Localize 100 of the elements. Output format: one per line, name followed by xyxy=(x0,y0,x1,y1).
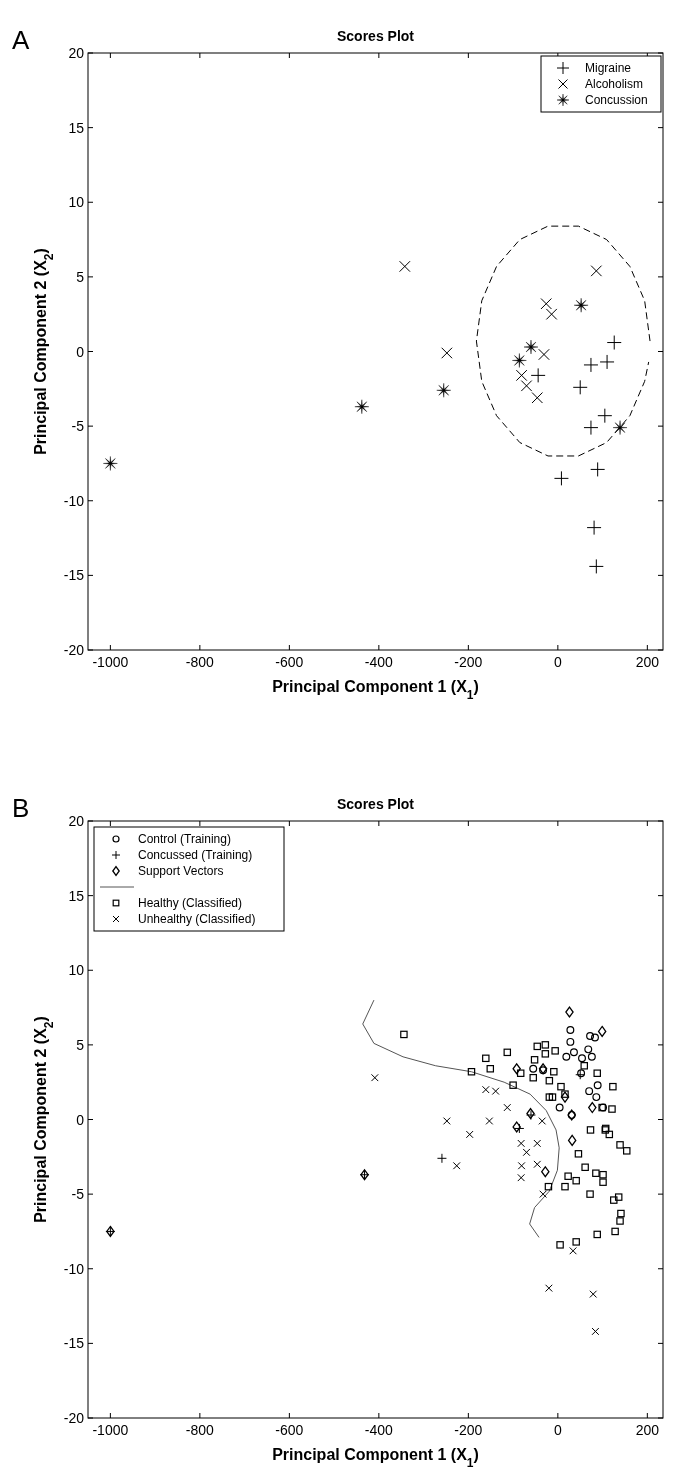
point xyxy=(550,1067,558,1076)
point xyxy=(103,456,118,471)
y-tick-label: -10 xyxy=(63,1260,85,1277)
y-tick-label: -10 xyxy=(63,492,85,509)
legend-label: Control (Training) xyxy=(138,832,231,846)
point xyxy=(515,369,528,382)
point xyxy=(583,420,599,436)
point xyxy=(491,1087,500,1096)
point xyxy=(541,1166,550,1178)
x-axis-title: Principal Component 1 (X$_{1}$) xyxy=(272,678,479,702)
y-tick-label: -5 xyxy=(71,418,85,435)
point xyxy=(436,383,451,398)
point xyxy=(530,1056,539,1064)
text: B xyxy=(12,793,30,823)
point xyxy=(572,379,588,395)
point xyxy=(517,1161,526,1170)
point xyxy=(616,1141,624,1149)
chart-title: Scores Plot xyxy=(336,28,415,44)
y-tick-label: 20 xyxy=(68,813,85,829)
legend-label: Alcoholism xyxy=(585,77,644,91)
y-tick-label: 0 xyxy=(76,343,85,360)
point xyxy=(608,1105,616,1113)
point xyxy=(509,1081,517,1089)
point xyxy=(597,408,613,424)
point xyxy=(592,1169,600,1177)
point xyxy=(540,297,552,310)
x-tick-label: 200 xyxy=(635,654,660,670)
point xyxy=(541,1041,550,1049)
point xyxy=(590,461,606,477)
point xyxy=(566,1025,575,1034)
point xyxy=(436,1153,447,1164)
y-tick-label: -20 xyxy=(63,1410,85,1426)
point xyxy=(557,1082,565,1091)
y-tick-label: 15 xyxy=(68,119,85,136)
line-series xyxy=(362,999,560,1238)
point xyxy=(541,1050,550,1058)
point xyxy=(573,298,589,313)
y-tick-label: 5 xyxy=(76,268,85,285)
point xyxy=(538,348,550,361)
point xyxy=(467,1067,476,1076)
point xyxy=(529,1064,538,1073)
legend-label: Migraine xyxy=(585,61,632,75)
point xyxy=(592,1093,601,1102)
point xyxy=(583,357,599,373)
point xyxy=(590,265,603,277)
point xyxy=(354,399,370,414)
text: A xyxy=(12,25,30,55)
point xyxy=(551,1047,559,1055)
point xyxy=(516,1069,525,1077)
point xyxy=(586,1126,595,1134)
point xyxy=(545,308,558,320)
y-tick-label: 10 xyxy=(68,194,85,211)
point xyxy=(545,1093,554,1101)
point xyxy=(588,558,604,574)
point xyxy=(564,1172,572,1180)
point xyxy=(531,392,544,404)
point xyxy=(611,1227,619,1236)
legend-label: Unhealthy (Classified) xyxy=(138,912,256,926)
point xyxy=(512,1063,521,1075)
point xyxy=(585,1087,594,1096)
point xyxy=(581,1163,589,1172)
point xyxy=(512,1121,521,1133)
point xyxy=(599,354,615,370)
point xyxy=(584,1045,593,1054)
legend-label: Concussion xyxy=(585,93,648,107)
x-axis-title: Principal Component 1 (X$_{1}$) xyxy=(272,1446,479,1470)
x-tick-label: -1000 xyxy=(92,654,129,670)
x-tick-label: -1000 xyxy=(92,1422,129,1438)
point xyxy=(593,1230,601,1239)
point xyxy=(520,380,533,392)
x-tick-label: -600 xyxy=(275,654,304,670)
point xyxy=(599,1170,607,1179)
point xyxy=(617,1209,625,1218)
y-tick-label: -15 xyxy=(63,1335,85,1352)
y-tick-label: 20 xyxy=(68,45,85,61)
point xyxy=(400,1030,408,1039)
x-tick-label: -200 xyxy=(454,654,483,670)
point xyxy=(580,1062,588,1070)
point xyxy=(555,1103,564,1112)
x-tick-label: 0 xyxy=(553,654,562,670)
x-tick-label: -600 xyxy=(275,1422,304,1438)
point xyxy=(567,1134,577,1146)
point xyxy=(574,1150,583,1158)
y-tick-label: -20 xyxy=(63,642,85,658)
point xyxy=(610,1196,618,1204)
point xyxy=(561,1182,569,1191)
point xyxy=(578,1054,586,1063)
y-tick-label: 10 xyxy=(68,962,85,979)
x-tick-label: -400 xyxy=(364,654,394,670)
point xyxy=(529,1073,537,1082)
point xyxy=(606,335,622,351)
x-tick-label: 0 xyxy=(553,1422,562,1438)
point xyxy=(533,1042,542,1051)
point xyxy=(623,1147,631,1155)
point xyxy=(538,1117,547,1125)
point xyxy=(569,1246,577,1255)
line-series xyxy=(475,225,651,457)
y-tick-label: 0 xyxy=(76,1111,85,1128)
point xyxy=(614,1193,623,1201)
point xyxy=(526,1110,536,1121)
